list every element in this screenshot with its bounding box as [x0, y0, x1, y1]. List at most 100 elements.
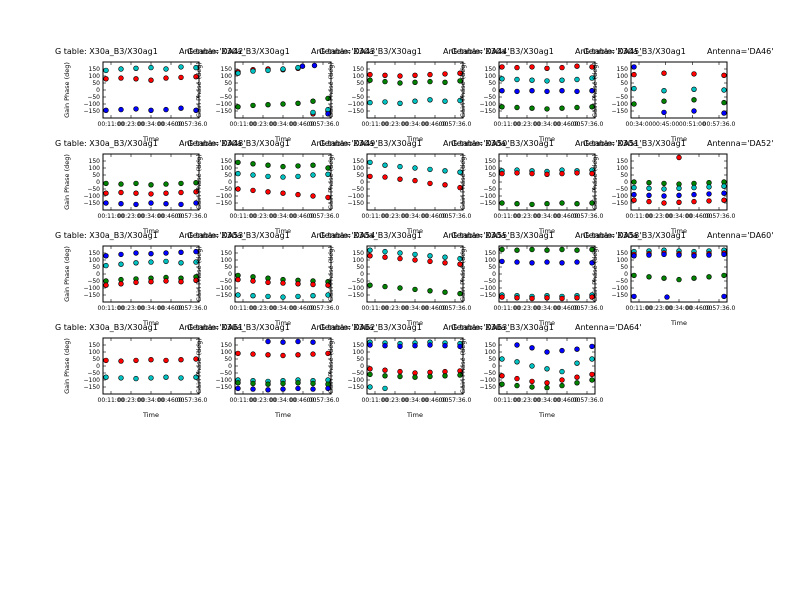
data-point [412, 257, 418, 263]
data-point [397, 343, 403, 350]
data-point [457, 70, 463, 76]
y-tick-label: −50 [483, 94, 496, 101]
x-axis-label: Time [670, 135, 687, 143]
data-point [178, 74, 184, 81]
data-point [529, 378, 535, 385]
data-point [589, 260, 595, 266]
data-point [544, 88, 550, 95]
y-tick-label: 0 [96, 87, 100, 94]
x-axis-label: Time [142, 227, 159, 235]
y-tick-label: 50 [92, 356, 100, 363]
data-point [299, 63, 306, 69]
y-tick-label: 50 [92, 172, 100, 179]
subplot-antenna-label: Antenna='DA64' [575, 323, 641, 332]
y-tick-label: 100 [221, 165, 233, 172]
data-point [442, 168, 448, 174]
y-tick-label: −100 [348, 285, 365, 292]
y-tick-label: −100 [480, 377, 497, 384]
data-point [193, 64, 199, 71]
x-tick-label: 00:46:00 [422, 397, 449, 404]
y-tick-label: 50 [224, 356, 232, 363]
y-tick-label: 150 [617, 158, 629, 165]
data-point [661, 87, 667, 94]
x-tick-label: 00:11:00 [98, 121, 125, 128]
data-point [325, 292, 331, 298]
data-point [589, 356, 595, 362]
data-point [514, 76, 520, 83]
data-point [559, 260, 565, 266]
y-tick-label: 0 [228, 271, 232, 278]
data-point [661, 180, 667, 187]
data-point [280, 174, 286, 180]
y-tick-label: 150 [353, 250, 365, 257]
x-tick-label: 00:23:00 [646, 305, 673, 312]
data-point [295, 173, 301, 180]
plot-frame [366, 61, 464, 119]
data-point [280, 380, 286, 387]
x-axis-label: Time [406, 135, 423, 143]
data-point [103, 253, 109, 259]
y-tick-label: 50 [224, 264, 232, 271]
x-tick-label: 00:34:00 [270, 213, 297, 220]
y-tick-label: −150 [612, 108, 629, 115]
data-point [427, 253, 433, 259]
data-point [163, 374, 169, 380]
data-point [574, 63, 580, 69]
subplot-antenna-label: Antenna='DA53' [179, 231, 245, 240]
y-tick-label: −100 [216, 193, 233, 200]
data-point [457, 184, 463, 191]
plot-frame [102, 337, 200, 395]
x-axis-label: Time [274, 227, 291, 235]
data-point [235, 385, 241, 392]
data-point [721, 87, 727, 93]
data-point [514, 170, 520, 176]
data-point [311, 62, 318, 69]
y-tick-label: 150 [617, 66, 629, 73]
x-tick-label: 00:23:00 [514, 305, 541, 312]
y-tick-label: 50 [92, 264, 100, 271]
y-tick-label: 50 [620, 80, 628, 87]
y-tick-label: 100 [353, 165, 365, 172]
data-point [589, 87, 595, 94]
subplot-antenna-label: Antenna='DA52' [707, 139, 773, 148]
x-tick-label: 00:57:36.0 [703, 213, 736, 220]
data-point [559, 347, 565, 354]
data-point [544, 201, 550, 207]
y-tick-label: −150 [612, 292, 629, 299]
plot-frame [366, 245, 464, 303]
data-point [265, 67, 271, 74]
y-axis-label: Gain Phase (deg) [195, 338, 203, 394]
data-point [631, 184, 637, 191]
y-tick-label: −150 [480, 200, 497, 207]
y-tick-label: −150 [84, 200, 101, 207]
y-tick-label: 100 [485, 165, 497, 172]
x-tick-label: 00:23:00 [118, 305, 145, 312]
plot-frame [630, 153, 728, 211]
data-point [265, 293, 271, 300]
subplot-2: G table: X30a_B3/X30ag1 Antenna='DA43' Gai… [187, 47, 377, 143]
subplot-antenna-label: Antenna='DA51' [575, 139, 641, 148]
data-point [265, 387, 271, 393]
data-point [118, 106, 124, 113]
data-point [133, 250, 139, 256]
data-point [148, 279, 154, 285]
y-tick-label: −100 [348, 377, 365, 384]
data-point [103, 107, 109, 114]
y-tick-label: −150 [480, 384, 497, 391]
y-tick-label: 50 [92, 80, 100, 87]
y-axis-label: Gain Phase (deg) [63, 154, 71, 210]
data-point [103, 374, 109, 380]
y-tick-label: 100 [89, 73, 101, 80]
data-point [133, 201, 139, 208]
data-point [193, 107, 199, 114]
data-point [544, 295, 550, 301]
y-tick-label: 100 [221, 73, 233, 80]
data-point [559, 105, 565, 111]
y-tick-label: −50 [351, 186, 364, 193]
data-point [148, 375, 154, 381]
data-point [676, 154, 682, 161]
data-point [721, 272, 727, 279]
data-point [499, 104, 505, 110]
y-tick-label: 150 [89, 66, 101, 73]
